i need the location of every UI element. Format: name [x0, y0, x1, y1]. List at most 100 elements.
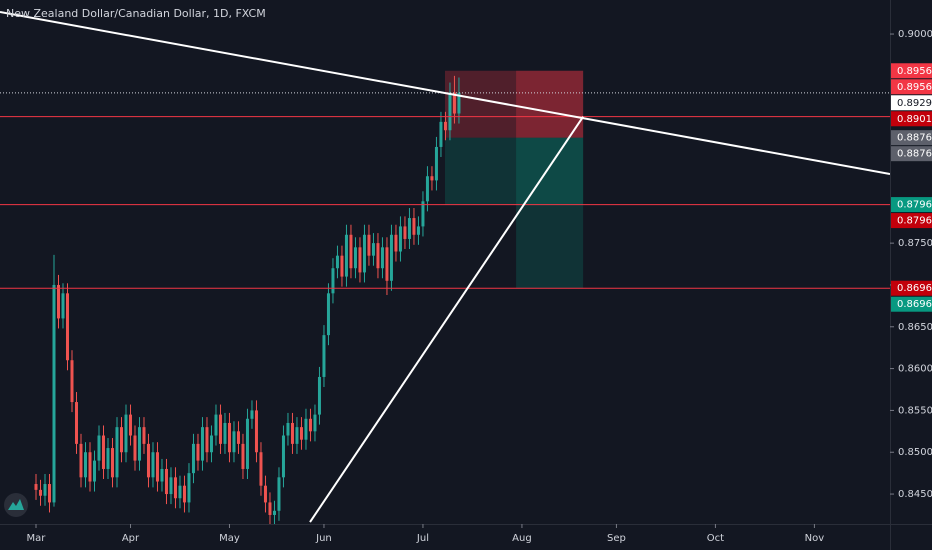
candle-body	[133, 435, 137, 461]
candle-body	[290, 422, 294, 444]
x-tick-label: Nov	[805, 533, 825, 544]
candle-body	[83, 452, 87, 478]
candle-body	[304, 418, 308, 440]
candle-body	[344, 234, 348, 277]
candle-body	[268, 502, 272, 515]
x-tick-label: May	[219, 533, 240, 544]
candle-body	[178, 485, 182, 499]
candle-body	[128, 414, 132, 436]
x-tick-label: Oct	[707, 533, 724, 544]
candle-body	[281, 435, 285, 478]
candle-body	[61, 293, 65, 319]
candle-body	[119, 427, 123, 453]
candle-body	[106, 448, 110, 469]
price-badge	[891, 197, 932, 213]
candle-body	[214, 414, 218, 436]
candle-body	[434, 146, 438, 181]
candle-body	[43, 484, 47, 496]
price-badge	[891, 130, 932, 146]
candle-body	[448, 92, 452, 131]
candle-body	[452, 92, 456, 114]
candle-body	[385, 247, 389, 281]
price-badge	[891, 280, 932, 296]
price-badge-label: 0.89561	[897, 66, 932, 77]
candle-body	[173, 477, 177, 499]
candle-body	[322, 335, 326, 377]
candle-body	[299, 427, 303, 440]
x-tick-label: Mar	[27, 533, 47, 544]
price-badge-label: 0.87961	[897, 216, 932, 227]
candle-body	[277, 477, 281, 511]
candle-body	[335, 255, 339, 269]
candle-body	[191, 443, 195, 474]
price-badge	[891, 95, 932, 111]
candle-body	[74, 402, 78, 444]
candle-body	[236, 431, 240, 444]
candle-body	[439, 121, 443, 147]
trendline	[0, 11, 891, 176]
stop-zone	[516, 70, 584, 138]
candle-body	[407, 218, 411, 239]
candle-body	[380, 247, 384, 269]
candle-body	[254, 410, 258, 453]
candle-body	[394, 234, 398, 252]
candle-body	[65, 293, 69, 361]
price-badge	[891, 79, 932, 95]
candle-body	[47, 484, 51, 503]
candle-body	[367, 234, 371, 256]
candle-body	[263, 485, 267, 503]
candle-body	[403, 226, 407, 239]
candle-body	[430, 176, 434, 181]
candle-body	[160, 468, 164, 482]
candle-body	[205, 427, 209, 453]
trendline	[309, 116, 584, 523]
price-badge	[891, 213, 932, 229]
candle-body	[164, 468, 168, 495]
candle-body	[358, 247, 362, 273]
candle-body	[227, 422, 231, 453]
candle-body	[416, 226, 420, 235]
candle-body	[38, 489, 42, 496]
x-tick-label: Jun	[315, 533, 332, 544]
candle-body	[142, 427, 146, 444]
candle-body	[70, 360, 74, 403]
candle-body	[362, 234, 366, 273]
candle-body	[97, 435, 101, 461]
candle-body	[79, 443, 83, 478]
candle-body	[457, 92, 461, 114]
candle-body	[259, 452, 263, 486]
candle-body	[218, 414, 222, 444]
candle-body	[286, 422, 290, 436]
candle-body	[124, 414, 128, 453]
candle-body	[425, 176, 429, 202]
candle-body	[146, 443, 150, 478]
candle-body	[232, 431, 236, 453]
candle-body	[245, 418, 249, 469]
candle-body	[317, 376, 321, 415]
x-tick-label: Aug	[512, 533, 532, 544]
candle-body	[115, 427, 119, 478]
candle-body	[250, 410, 254, 419]
candle-body	[443, 121, 447, 131]
x-tick-label: Apr	[122, 533, 140, 544]
price-badge-label: 0.86961	[897, 283, 932, 294]
candle-body	[241, 443, 245, 469]
candle-body	[398, 226, 402, 252]
chart-title: New Zealand Dollar/Canadian Dollar, 1D, …	[6, 7, 266, 20]
candle-body	[187, 473, 191, 503]
candle-body	[182, 485, 186, 503]
candle-body	[353, 247, 357, 269]
candle-body	[209, 435, 213, 453]
candle-body	[155, 452, 159, 482]
candle-body	[331, 268, 335, 294]
plot-area	[0, 11, 891, 526]
price-badge	[891, 63, 932, 79]
price-badge-label: 0.88761	[897, 149, 932, 160]
price-badge-label: 0.88761	[897, 133, 932, 144]
target-zone	[445, 137, 584, 205]
stop-zone	[445, 70, 584, 138]
